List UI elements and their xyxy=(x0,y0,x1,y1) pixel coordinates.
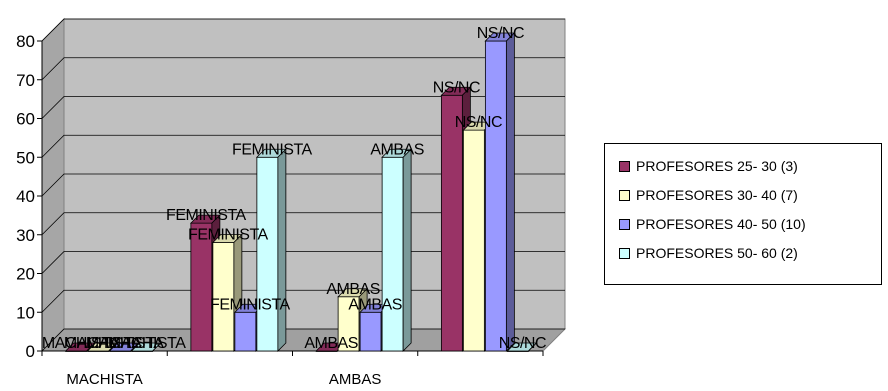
bar-front xyxy=(440,94,463,352)
bar-side xyxy=(277,148,287,352)
bar-data-label: MACHISTA xyxy=(64,335,142,352)
y-tick-label: 20 xyxy=(16,265,35,284)
bar xyxy=(108,342,140,352)
legend-swatch xyxy=(619,160,630,172)
bar-front xyxy=(462,129,485,352)
y-tick-label: 30 xyxy=(16,226,35,245)
gridline xyxy=(41,57,565,81)
bar-data-label: NS/NC xyxy=(433,79,480,96)
legend-swatch xyxy=(619,218,630,230)
bar-data-label: FEMINISTA xyxy=(232,141,312,158)
bar-side xyxy=(86,342,95,352)
bar-data-label: MACHISTA xyxy=(42,335,120,352)
bar xyxy=(484,32,516,352)
bar-side xyxy=(152,342,161,352)
y-tick-label: 40 xyxy=(16,187,35,206)
x-tick-label: MACHISTA xyxy=(66,371,142,388)
bar-data-label: AMBAS xyxy=(348,296,402,313)
bar-data-label: FEMINISTA xyxy=(166,207,246,224)
bar-side xyxy=(402,148,412,352)
legend-item: PROFESORES 50- 60 (2) xyxy=(619,245,798,261)
bar-data-label: FEMINISTA xyxy=(210,296,290,313)
bar-front xyxy=(381,156,404,352)
bar-data-label: AMBAS xyxy=(304,335,358,352)
bar-data-label: AMBAS xyxy=(326,281,380,298)
bar-side xyxy=(505,32,515,352)
bar-front xyxy=(256,156,279,352)
legend-label: PROFESORES 40- 50 (10) xyxy=(636,216,806,232)
legend: PROFESORES 25- 30 (3) PROFESORES 30- 40 (… xyxy=(604,143,882,285)
bar-side xyxy=(528,342,537,352)
bars xyxy=(64,32,538,352)
y-tick-label: 70 xyxy=(16,71,35,90)
y-axis-ticks: 0 10 20 30 40 50 60 70 80 xyxy=(16,32,42,361)
bar-side xyxy=(130,342,139,352)
gridline xyxy=(41,96,565,119)
bar-data-label: MACHISTA xyxy=(108,335,186,352)
legend-label: PROFESORES 25- 30 (3) xyxy=(636,158,798,174)
y-tick-label: 80 xyxy=(16,32,35,51)
gridline xyxy=(41,134,565,158)
bar-data-label: MACHISTA xyxy=(86,335,164,352)
legend-item: PROFESORES 30- 40 (7) xyxy=(619,187,798,203)
bar xyxy=(64,342,96,352)
bar xyxy=(255,148,287,352)
bar-side xyxy=(108,342,117,352)
y-tick-label: 50 xyxy=(16,148,35,167)
bar xyxy=(86,342,118,352)
y-tick-label: 0 xyxy=(26,342,35,361)
y-tick-label: 10 xyxy=(16,303,35,322)
legend-label: PROFESORES 50- 60 (2) xyxy=(636,245,798,261)
bar xyxy=(381,148,413,352)
legend-item: PROFESORES 40- 50 (10) xyxy=(619,216,806,232)
bar-data-label: NS/NC xyxy=(499,335,546,352)
bar xyxy=(130,342,162,352)
legend-label: PROFESORES 30- 40 (7) xyxy=(636,187,798,203)
legend-item: PROFESORES 25- 30 (3) xyxy=(619,158,798,174)
bar-data-label: AMBAS xyxy=(370,141,424,158)
bar-front xyxy=(359,311,382,352)
bar-data-label: NS/NC xyxy=(477,25,524,42)
bar-front xyxy=(484,40,507,352)
gridline xyxy=(41,18,565,42)
bar-front xyxy=(234,311,257,352)
bar xyxy=(506,342,538,352)
y-tick-label: 60 xyxy=(16,110,35,129)
bar-data-label: NS/NC xyxy=(455,114,502,131)
legend-swatch xyxy=(619,189,630,201)
x-axis-ticks: MACHISTA AMBAS xyxy=(41,351,544,388)
bar-data-label: FEMINISTA xyxy=(188,227,268,244)
x-tick-label: AMBAS xyxy=(329,371,382,388)
legend-swatch xyxy=(619,247,630,259)
